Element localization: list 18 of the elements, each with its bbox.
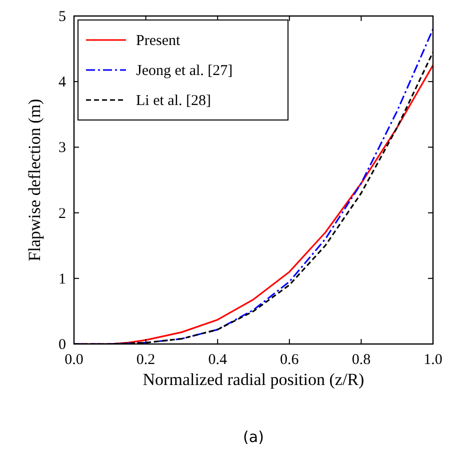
x-tick-label: 0.6 <box>280 352 300 368</box>
y-tick-label: 4 <box>58 74 66 91</box>
x-axis-title: Normalized radial position (z/R) <box>142 370 364 389</box>
legend-label: Present <box>136 33 181 49</box>
y-tick-label: 1 <box>58 271 66 288</box>
y-axis-title: Flapwise deflection (m) <box>25 98 44 262</box>
legend-label: Jeong et al. [27] <box>136 63 233 79</box>
y-tick-label: 2 <box>58 206 66 222</box>
x-tick-label: 0.4 <box>208 352 228 368</box>
legend-label: Li et al. [28] <box>136 93 211 109</box>
y-tick-label: 0 <box>58 337 66 353</box>
y-tick-label: 3 <box>58 140 66 156</box>
y-tick-label: 5 <box>58 9 66 25</box>
x-tick-label: 1.0 <box>424 352 442 368</box>
x-tick-label: 0.2 <box>136 352 156 368</box>
x-tick-label: 0.8 <box>352 352 371 368</box>
x-tick-label: 0.0 <box>64 352 84 368</box>
text: (a) <box>243 428 264 446</box>
